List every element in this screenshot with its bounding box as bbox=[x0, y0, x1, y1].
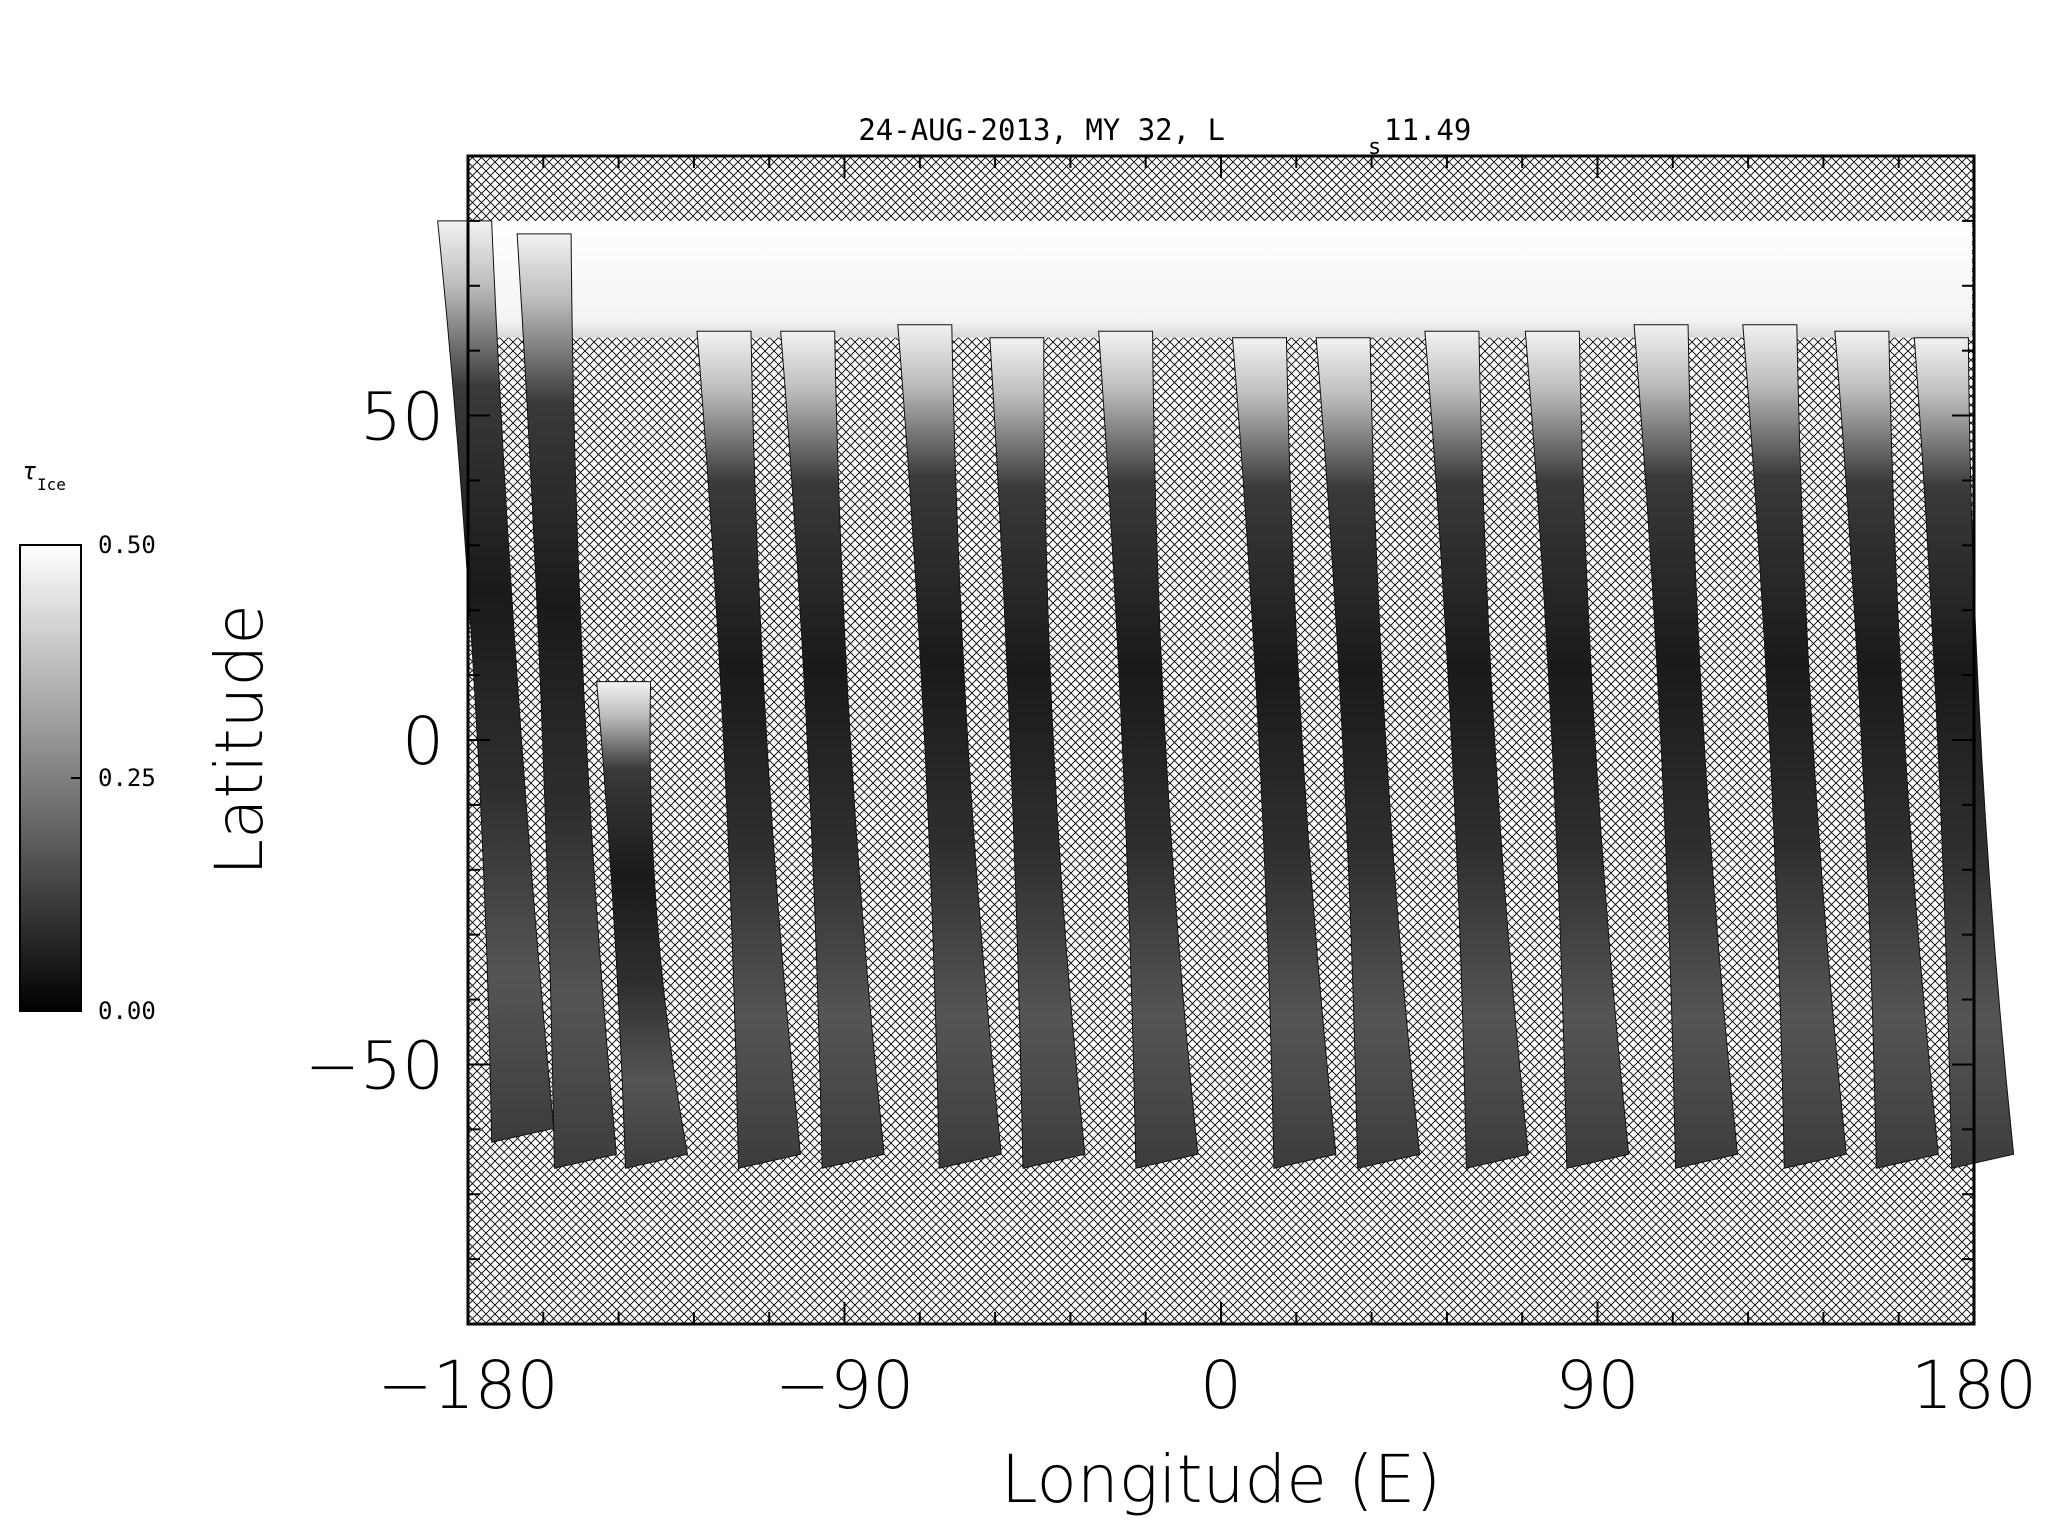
swath-6 bbox=[897, 324, 1002, 1169]
swath-2 bbox=[516, 233, 617, 1169]
x-tick-labels: −180 −90 0 90 180 bbox=[377, 1347, 2037, 1424]
swath-7 bbox=[989, 337, 1086, 1169]
colorbar-tick-label: 0.25 bbox=[98, 764, 156, 792]
y-tick-label: −50 bbox=[305, 1027, 444, 1104]
swath-11 bbox=[1424, 330, 1529, 1169]
chart-title-suffix: 11.49 bbox=[1384, 113, 1471, 147]
plot-area bbox=[437, 154, 2015, 1326]
x-tick-label: −90 bbox=[775, 1347, 914, 1424]
swath-8 bbox=[1098, 330, 1199, 1169]
chart-title-subscript: s bbox=[1368, 135, 1381, 160]
y-tick-label: 50 bbox=[360, 379, 444, 456]
colorbar-tick-label: 0.50 bbox=[98, 531, 156, 559]
polar-cap-layer bbox=[470, 220, 1972, 338]
swath-14 bbox=[1742, 324, 1847, 1169]
swath-13 bbox=[1633, 324, 1739, 1169]
colorbar-label: τ bbox=[22, 457, 36, 485]
colorbar-label-subscript: Ice bbox=[37, 475, 66, 494]
x-axis-label: Longitude (E) bbox=[1001, 1441, 1441, 1518]
x-tick-label: 180 bbox=[1911, 1347, 2037, 1424]
colorbar: τ Ice 0.50 0.25 0.00 bbox=[19, 457, 156, 1025]
y-axis-label: Latitude bbox=[201, 604, 278, 876]
swath-12 bbox=[1524, 330, 1630, 1169]
x-tick-label: −180 bbox=[377, 1347, 558, 1424]
polar-cap-band bbox=[470, 220, 1972, 338]
chart-title: 24-AUG-2013, MY 32, L bbox=[858, 113, 1225, 147]
swath-15 bbox=[1834, 330, 1939, 1169]
swath-3 bbox=[596, 681, 689, 1169]
swath-9 bbox=[1231, 337, 1337, 1169]
swath-10 bbox=[1315, 337, 1421, 1169]
x-tick-label: 0 bbox=[1200, 1347, 1242, 1424]
swath-5 bbox=[780, 330, 885, 1169]
x-tick-label: 90 bbox=[1556, 1347, 1640, 1424]
y-tick-labels: −50 0 50 bbox=[305, 379, 444, 1105]
tick-layer bbox=[467, 155, 1975, 1325]
swath-4 bbox=[696, 330, 802, 1169]
colorbar-tick-label: 0.00 bbox=[98, 997, 156, 1025]
y-tick-label: 0 bbox=[402, 703, 444, 780]
colorbar-ticks: 0.50 0.25 0.00 bbox=[71, 531, 156, 1025]
colorbar-gradient bbox=[19, 544, 82, 1012]
